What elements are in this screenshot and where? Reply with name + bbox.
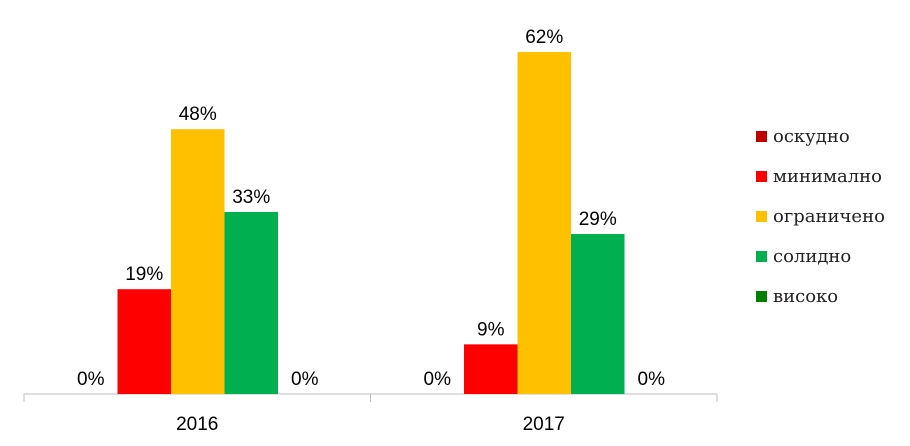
bar-минимално-2016 <box>117 289 171 394</box>
bar-минимално-2017 <box>464 344 518 394</box>
data-label: 0% <box>77 369 105 390</box>
data-label: 62% <box>525 27 563 48</box>
data-label: 9% <box>477 319 505 340</box>
bar-ограничено-2016 <box>171 129 225 394</box>
legend-swatch-минимално <box>756 171 767 182</box>
bar-ограничено-2017 <box>517 52 571 394</box>
legend-label: минимално <box>773 166 882 187</box>
data-label: 0% <box>638 369 666 390</box>
legend-label: оскудно <box>773 126 850 147</box>
data-label: 48% <box>179 104 217 125</box>
legend-label: ограничено <box>773 206 885 227</box>
legend-swatch-солидно <box>756 251 767 262</box>
data-label: 0% <box>291 369 319 390</box>
legend-swatch-ограничено <box>756 211 767 222</box>
data-label: 33% <box>232 187 270 208</box>
bar-солидно-2016 <box>224 211 278 394</box>
plot-area: 0% 19% 48% 33% 0% 2016 0% 9% 62% 29% 0% 2017 <box>23 27 718 435</box>
legend-label: солидно <box>773 246 851 267</box>
x-tick-label: 2017 <box>523 414 565 435</box>
data-label: 29% <box>579 209 617 230</box>
legend-label: високо <box>773 286 838 307</box>
legend: оскудно минимално ограничено солидно високо <box>756 126 885 307</box>
bar-солидно-2017 <box>571 234 625 394</box>
legend-swatch-високо <box>756 291 767 302</box>
data-label: 0% <box>424 369 452 390</box>
x-tick-label: 2016 <box>176 414 218 435</box>
legend-swatch-оскудно <box>756 131 767 142</box>
data-label: 19% <box>125 264 163 285</box>
